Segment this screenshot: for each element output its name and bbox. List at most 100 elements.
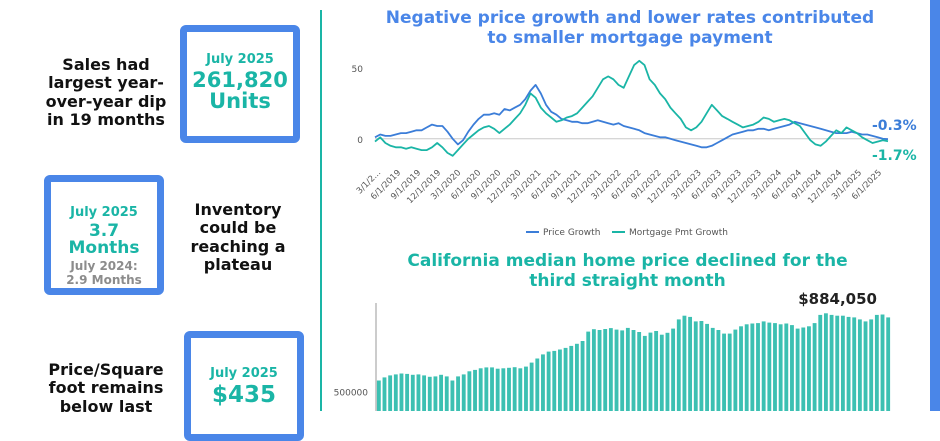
bar xyxy=(659,334,664,411)
bar xyxy=(535,358,540,411)
bar xyxy=(563,347,568,411)
bar xyxy=(410,374,415,411)
bar xyxy=(693,321,698,411)
bar xyxy=(512,367,517,411)
bar xyxy=(880,314,885,411)
y-tick-label-1: 50 xyxy=(352,65,364,75)
bar xyxy=(608,328,613,411)
bar xyxy=(648,332,653,411)
bar xyxy=(801,327,806,411)
bar xyxy=(682,315,687,411)
bar-annotation: $884,050 xyxy=(798,290,877,308)
bar xyxy=(846,316,851,411)
bar xyxy=(416,374,421,411)
bar xyxy=(654,331,659,411)
bar xyxy=(778,324,783,411)
bar xyxy=(569,345,574,411)
bar xyxy=(591,329,596,411)
panel-divider xyxy=(320,10,322,411)
bar xyxy=(388,375,393,411)
bar xyxy=(722,333,726,411)
bar xyxy=(784,323,789,411)
bar xyxy=(541,354,545,411)
bar xyxy=(710,327,715,411)
bar xyxy=(642,335,647,411)
sales-card: July 2025 261,820 Units xyxy=(180,25,300,143)
bar xyxy=(874,314,879,411)
bar xyxy=(393,374,398,411)
bar xyxy=(835,315,840,411)
bar xyxy=(490,367,494,411)
sales-date: July 2025 xyxy=(206,52,274,67)
legend-label-mortgage-pmt-growth: Mortgage Pmt Growth xyxy=(629,228,728,238)
bar xyxy=(603,329,608,411)
inventory-value: 3.7 Months xyxy=(68,221,140,258)
price-sqft-value: $435 xyxy=(211,382,276,408)
bar xyxy=(790,325,794,411)
bar xyxy=(671,328,676,411)
bar-y-tick-label: 500000 xyxy=(334,389,369,399)
bar xyxy=(756,323,760,411)
bar xyxy=(750,323,755,411)
bar xyxy=(665,332,670,411)
bar xyxy=(461,374,466,411)
bar xyxy=(597,330,602,411)
bar xyxy=(518,368,523,411)
bar xyxy=(552,350,557,411)
y-tick-label-0: 0 xyxy=(357,136,363,146)
inventory-description: Inventory could be reaching a plateau xyxy=(190,200,286,275)
bar xyxy=(444,376,449,411)
bar xyxy=(886,317,891,411)
bar xyxy=(705,323,709,411)
sales-unit: Units xyxy=(209,89,271,113)
bar xyxy=(631,330,636,411)
bar xyxy=(467,371,472,411)
bar xyxy=(427,376,432,411)
sales-value: 261,820 xyxy=(192,68,288,92)
bar xyxy=(478,368,483,411)
bar xyxy=(773,323,777,411)
end-label-0: -0.3% xyxy=(872,118,917,134)
line-chart: 050-0.3%-1.7%3/1/2...6/1/20199/1/201912/… xyxy=(352,59,917,238)
bar xyxy=(767,322,772,411)
bar xyxy=(699,321,704,411)
bar xyxy=(422,375,427,411)
bar xyxy=(614,329,619,411)
bar xyxy=(495,368,500,411)
bar xyxy=(382,377,387,411)
bar xyxy=(439,374,444,411)
bar xyxy=(376,380,381,411)
bar xyxy=(399,373,404,411)
bar xyxy=(716,330,721,411)
series-line-mortgage-pmt-growth xyxy=(374,59,889,157)
bar xyxy=(450,380,455,411)
bar xyxy=(744,324,749,411)
bar xyxy=(840,315,845,411)
bar xyxy=(620,330,625,411)
bar xyxy=(739,326,743,411)
bar xyxy=(625,327,630,411)
bar xyxy=(524,366,528,411)
bar xyxy=(484,367,489,411)
bar xyxy=(829,314,834,411)
bar xyxy=(676,319,681,411)
bar xyxy=(405,373,410,411)
bar xyxy=(795,328,800,411)
bar xyxy=(852,317,857,411)
end-label-1: -1.7% xyxy=(872,148,917,164)
bar xyxy=(433,376,438,411)
bar xyxy=(857,319,862,411)
bar xyxy=(456,376,460,411)
bar xyxy=(580,341,585,411)
inventory-card: July 2025 3.7 Months July 2024: 2.9 Mont… xyxy=(44,175,164,295)
right-frame-border xyxy=(930,0,940,411)
bar xyxy=(558,349,562,411)
bar xyxy=(869,319,874,411)
inventory-prior-value: 2.9 Months xyxy=(66,272,142,287)
bar xyxy=(733,329,738,411)
bar xyxy=(807,326,811,411)
bar xyxy=(574,343,579,411)
series-line-price-growth xyxy=(374,84,889,149)
bar xyxy=(863,321,868,411)
bar xyxy=(637,332,642,411)
